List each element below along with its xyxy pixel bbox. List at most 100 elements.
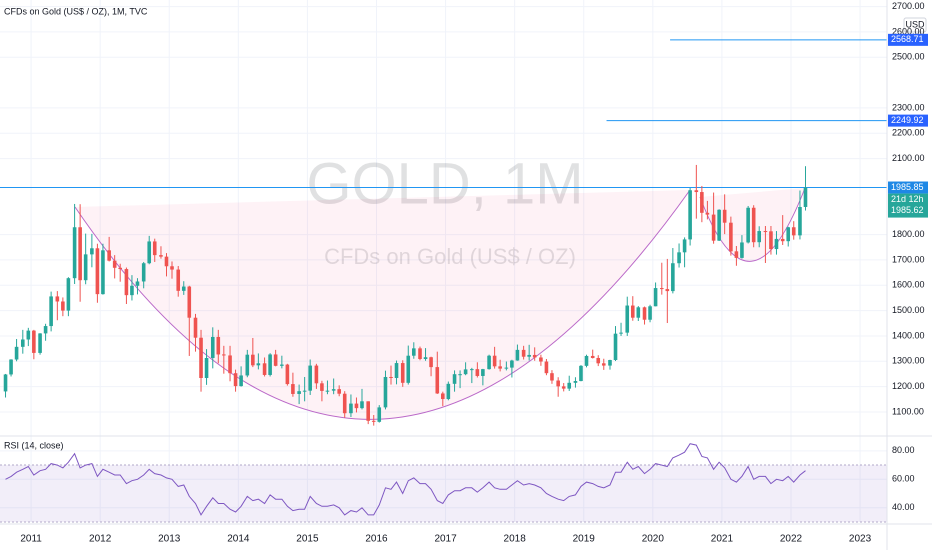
watermark: GOLD, 1M — [306, 151, 583, 216]
candle-body — [331, 389, 336, 391]
candle-body — [170, 266, 174, 270]
candle-body — [308, 365, 312, 391]
candle-body — [584, 355, 589, 366]
candle-body — [337, 389, 341, 394]
x-tick-label: 2012 — [89, 534, 112, 545]
candle-body — [176, 269, 181, 291]
candle-body — [608, 360, 612, 366]
x-tick-label: 2018 — [504, 534, 527, 545]
candle-body — [61, 301, 65, 311]
candle-body — [515, 349, 520, 361]
y-tick-label: 1600.00 — [892, 280, 925, 290]
last-price: 1985.62 — [891, 205, 924, 215]
candle-body — [141, 263, 146, 282]
candle-body — [72, 227, 77, 279]
candle-body — [561, 386, 566, 389]
candle-body — [38, 333, 42, 353]
x-tick-label: 2014 — [227, 534, 250, 545]
candle-body — [688, 190, 692, 240]
candle-body — [682, 239, 687, 253]
candle-body — [245, 354, 250, 376]
rsi-line — [5, 443, 806, 516]
candle-body — [383, 376, 388, 408]
candle-body — [475, 369, 480, 376]
candle-body — [791, 227, 796, 236]
candle-body — [418, 348, 422, 359]
candle-body — [130, 285, 134, 296]
y-tick-label: 1100.00 — [892, 406, 924, 416]
candle-body — [101, 250, 105, 295]
x-tick-label: 2020 — [642, 534, 665, 545]
level-label: 1985.85 — [891, 182, 924, 192]
candle-body — [135, 281, 140, 286]
candle-body — [325, 390, 330, 392]
candle-body — [20, 339, 25, 347]
candle-body — [740, 242, 744, 258]
candle-body — [152, 241, 157, 256]
x-tick-label: 2022 — [780, 534, 803, 545]
level-label: 2568.71 — [891, 34, 924, 44]
candle-body — [55, 296, 60, 302]
candle-body — [711, 214, 716, 241]
candle-body — [377, 407, 382, 422]
candle-body — [463, 369, 468, 375]
candle-body — [625, 305, 630, 333]
candle-body — [601, 363, 606, 366]
candle-body — [452, 374, 457, 384]
x-tick-label: 2019 — [573, 534, 596, 545]
rsi-tick-label: 40.00 — [892, 502, 915, 512]
candle-body — [342, 393, 347, 414]
y-tick-label: 2500.00 — [892, 52, 925, 62]
candle-body — [256, 363, 261, 366]
candle-body — [3, 374, 8, 392]
candle-body — [722, 209, 727, 223]
candle-body — [498, 366, 502, 369]
chart-title: CFDs on Gold (US$ / OZ), 1M, TVC — [4, 6, 148, 16]
currency-box[interactable] — [903, 17, 927, 33]
level-box — [888, 181, 928, 194]
candle-body — [573, 381, 578, 383]
x-tick-label: 2011 — [20, 534, 42, 545]
y-tick-label: 1700.00 — [892, 254, 925, 264]
candle-body — [187, 286, 192, 318]
candle-body — [251, 354, 255, 366]
candle-body — [734, 251, 739, 258]
currency[interactable]: USD — [905, 19, 925, 29]
x-tick-label: 2017 — [434, 534, 457, 545]
candle-body — [613, 333, 618, 361]
candle-body — [470, 369, 474, 371]
y-tick-label: 1400.00 — [892, 330, 925, 340]
candle-body — [411, 348, 416, 356]
candle-body — [297, 391, 301, 394]
candle-body — [653, 288, 658, 307]
candle-body — [746, 207, 750, 243]
candle-body — [400, 363, 405, 383]
last-price-box — [888, 193, 928, 218]
candle-body — [510, 360, 514, 368]
x-tick-label: 2023 — [849, 534, 872, 545]
candle-body — [210, 336, 215, 358]
x-tick-label: 2021 — [711, 534, 734, 545]
y-tick-label: 2100.00 — [892, 153, 925, 163]
candle-body — [14, 346, 19, 360]
x-tick-label: 2015 — [296, 534, 319, 545]
candle-body — [262, 363, 267, 375]
candle-body — [556, 380, 560, 387]
candle-body — [83, 254, 88, 281]
candle-body — [751, 207, 756, 243]
rsi-band — [0, 465, 887, 522]
candle-body — [717, 209, 721, 241]
candle-body — [504, 367, 509, 369]
y-tick-label: 1800.00 — [892, 229, 925, 239]
candle-body — [366, 401, 371, 421]
y-tick-label: 2600.00 — [892, 26, 925, 36]
candle-body — [107, 250, 111, 261]
x-tick-label: 2013 — [158, 534, 181, 545]
candle-body — [32, 330, 36, 353]
y-tick-label: 1200.00 — [892, 381, 925, 391]
candle-body — [228, 355, 232, 374]
cup-arc — [74, 189, 691, 420]
candle-body — [222, 354, 226, 356]
